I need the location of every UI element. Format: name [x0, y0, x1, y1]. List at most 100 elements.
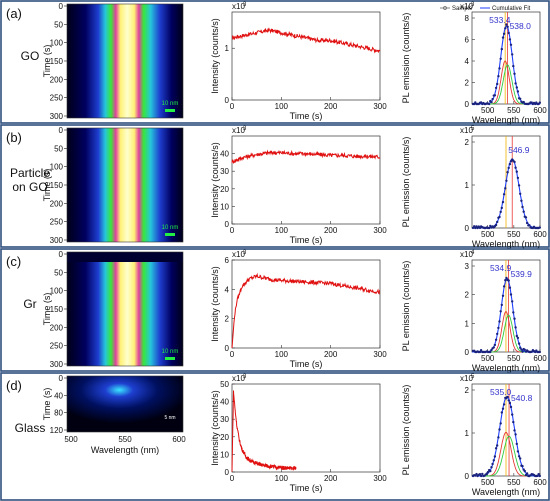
- component-fit-curve: [472, 64, 540, 105]
- sample-point: [519, 457, 522, 460]
- scale-label-a: 10 nm: [162, 101, 179, 107]
- spectrum-xtick-label: 550: [507, 106, 521, 115]
- sample-point: [507, 31, 510, 35]
- trace-ytick-label: 4: [225, 285, 230, 294]
- kymo-xtick-label: 500: [64, 435, 78, 444]
- sample-label-d: Glass: [15, 421, 46, 435]
- sample-point: [493, 94, 497, 97]
- sample-point: [481, 472, 484, 476]
- sample-point: [511, 300, 514, 303]
- sample-point: [514, 433, 517, 436]
- peak-label: 533.4: [489, 15, 511, 25]
- trace-ytick-label: 6: [225, 256, 230, 265]
- spectrum-ytick-label: 0: [465, 472, 470, 481]
- kymo-ylabel-b: Time (s): [42, 169, 52, 202]
- sample-point: [516, 176, 520, 180]
- kymo-image-b: [67, 128, 183, 242]
- sample-point: [521, 205, 524, 209]
- kymo-ytick-label: 100: [50, 163, 64, 172]
- row-frame-c: [0, 248, 550, 372]
- sample-point: [519, 192, 522, 195]
- spectrum-xtick-label: 600: [533, 230, 547, 239]
- row-frame-a: [0, 0, 550, 124]
- sample-point: [517, 455, 521, 458]
- sample-point: [514, 326, 517, 329]
- kymo-image-c: [67, 252, 183, 366]
- sample-point: [522, 210, 525, 213]
- sample-point: [511, 413, 514, 416]
- trace-series-a: [231, 27, 381, 54]
- trace-xtick-label: 0: [230, 474, 235, 483]
- panel-letter-b: (b): [6, 130, 22, 145]
- sample-point: [501, 36, 505, 39]
- sample-point: [509, 43, 513, 46]
- trace-exponent-b: 3: [243, 126, 247, 132]
- sample-point: [515, 86, 518, 89]
- spectrum-xtick-label: 500: [481, 230, 495, 239]
- sample-point: [523, 469, 526, 473]
- trace-ytick-label: 20: [220, 185, 229, 194]
- sample-point: [497, 75, 500, 78]
- trace-ylabel-c: Intensity (counts/s): [210, 266, 220, 342]
- spectrum-xlabel-a: Wavelength (nm): [472, 115, 540, 125]
- trace-xtick-label: 0: [230, 350, 235, 359]
- spectrum-exponent-b: 5: [471, 126, 475, 132]
- trace-series-d: [231, 390, 297, 472]
- sample-point: [490, 466, 493, 469]
- kymo-ytick-label: 150: [50, 181, 64, 190]
- sample-point: [494, 338, 498, 341]
- sample-point: [516, 90, 520, 93]
- sample-point: [515, 334, 518, 338]
- sample-point: [504, 27, 507, 30]
- sample-point: [494, 86, 498, 90]
- kymo-ytick-label: 250: [50, 342, 64, 351]
- sample-point: [494, 223, 498, 227]
- sample-point: [475, 472, 478, 476]
- sample-point: [509, 405, 513, 409]
- kymo-ytick-label: 250: [50, 218, 64, 227]
- trace-xtick-label: 100: [275, 102, 289, 111]
- trace-ylabel-a: Intensity (counts/s): [210, 18, 220, 94]
- sample-point: [512, 64, 515, 68]
- legend-fit-label: Cumulative Fit: [492, 6, 531, 12]
- sample-point: [537, 473, 540, 476]
- sample-point: [502, 193, 506, 196]
- spectrum-exponent-c: 4: [471, 250, 475, 256]
- sample-point: [491, 97, 494, 101]
- spectrum-multiplier-b: x10: [460, 126, 473, 135]
- sample-point: [506, 395, 509, 399]
- sample-point: [492, 346, 495, 349]
- sample-point: [491, 462, 494, 466]
- sample-point: [498, 67, 501, 70]
- trace-xlabel-c: Time (s): [290, 359, 323, 369]
- kymo-ylabel-a: Time (s): [42, 45, 52, 78]
- spectrum-xlabel-d: Wavelength (nm): [472, 487, 540, 497]
- kymo-ytick-label: 100: [50, 287, 64, 296]
- spectrum-xtick-label: 500: [481, 478, 495, 487]
- spectrum-ylabel-a: PL emission (counts/s): [401, 13, 411, 104]
- sample-label-a: GO: [21, 49, 40, 63]
- sample-label-b: Particle: [10, 166, 50, 180]
- trace-xtick-label: 200: [324, 474, 338, 483]
- scale-bar-b: [165, 233, 175, 236]
- kymo-ytick-label: 200: [50, 323, 64, 332]
- sample-point: [499, 422, 502, 425]
- sample-point: [538, 226, 541, 229]
- sample-point: [502, 403, 506, 406]
- sample-point: [489, 224, 492, 228]
- sample-point: [496, 444, 499, 447]
- trace-axes-d: [231, 383, 381, 473]
- sample-point: [508, 162, 512, 166]
- scale-label-b: 10 nm: [162, 225, 179, 231]
- trace-ytick-label: 0: [225, 96, 230, 105]
- kymo-xtick-label: 550: [118, 435, 132, 444]
- sample-label-c: Gr: [23, 297, 36, 311]
- spectrum-xtick-label: 550: [507, 230, 521, 239]
- kymo-xlabel-d: Wavelength (nm): [91, 445, 159, 455]
- sample-point: [513, 72, 516, 76]
- trace-exponent-d: 3: [243, 374, 247, 380]
- sample-point: [500, 303, 503, 307]
- kymo-ytick-label: 40: [54, 391, 63, 400]
- trace-xtick-label: 300: [373, 226, 387, 235]
- sample-point: [506, 25, 509, 28]
